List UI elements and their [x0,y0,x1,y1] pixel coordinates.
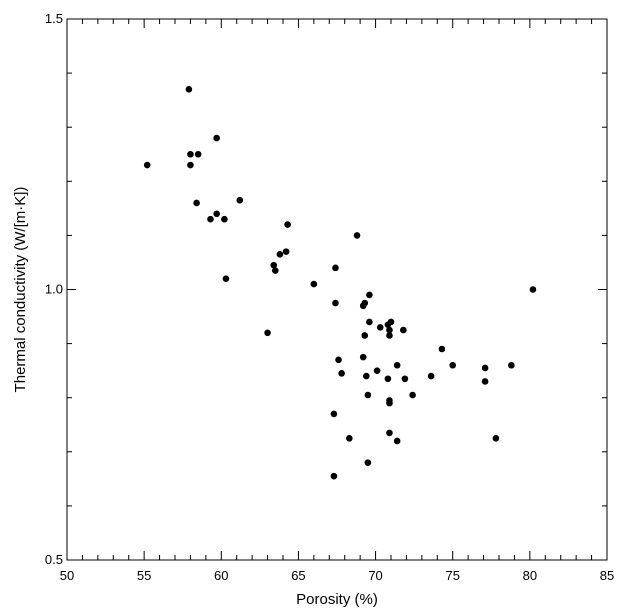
data-point [276,251,284,258]
data-point [364,391,372,399]
data-point [270,261,278,269]
x-tick-label: 55 [137,568,151,583]
data-point [384,375,392,383]
data-point [143,161,151,169]
data-point [335,356,342,364]
data-point [427,372,435,380]
data-point [332,264,339,272]
data-point [213,134,220,142]
data-point [187,150,194,158]
data-point [310,280,318,288]
data-point [481,364,489,372]
data-point [282,248,290,255]
data-point [330,472,338,480]
data-point [481,378,489,385]
data-point [373,367,381,374]
data-point [221,215,228,223]
data-point [213,210,220,218]
data-point [386,399,393,407]
data-points [143,86,537,480]
y-tick-label: 1.0 [45,282,63,297]
data-point [353,232,361,239]
data-point [387,318,395,326]
data-point [194,150,202,158]
data-point [449,361,457,369]
data-point [363,372,370,380]
y-tick-label: 1.5 [45,11,63,26]
data-point [346,434,353,442]
data-point [359,353,367,361]
data-point [284,221,291,228]
data-point [386,326,393,334]
plot-frame [66,18,608,561]
data-point [366,318,373,326]
x-tick-label: 65 [291,568,305,583]
y-tick-label: 0.5 [45,552,63,567]
data-point [193,199,200,207]
data-point [236,196,244,204]
data-point [185,86,193,93]
y-axis-label: Thermal conductivity (W/[m·K]) [12,187,29,393]
data-point [364,459,372,466]
x-tick-label: 75 [445,568,459,583]
x-tick-label: 50 [60,568,74,583]
data-point [187,161,194,169]
data-point [361,299,369,307]
data-point [386,332,393,339]
data-point [400,326,407,334]
axis-ticks [66,18,608,561]
data-point [508,361,515,369]
data-point [386,429,393,437]
data-point [393,437,401,445]
data-point [271,267,279,274]
data-point [393,361,401,369]
data-point [264,329,271,337]
data-point [207,215,214,223]
x-tick-label: 60 [214,568,228,583]
data-point [332,299,339,307]
data-point [330,410,338,418]
data-point [409,391,416,399]
data-point [338,370,345,377]
data-point [222,275,230,282]
x-tick-label: 70 [368,568,382,583]
data-point [529,286,537,293]
data-point [361,332,369,339]
x-tick-label: 85 [600,568,614,583]
data-point [376,324,384,331]
x-axis-label: Porosity (%) [296,591,378,608]
tick-labels: 50 55 60 65 70 75 80 85 0.5 1.0 1.5 [45,11,614,583]
data-point [438,345,446,353]
x-tick-label: 80 [523,568,537,583]
data-point [492,434,500,442]
data-point [401,375,409,383]
data-point [366,291,373,299]
